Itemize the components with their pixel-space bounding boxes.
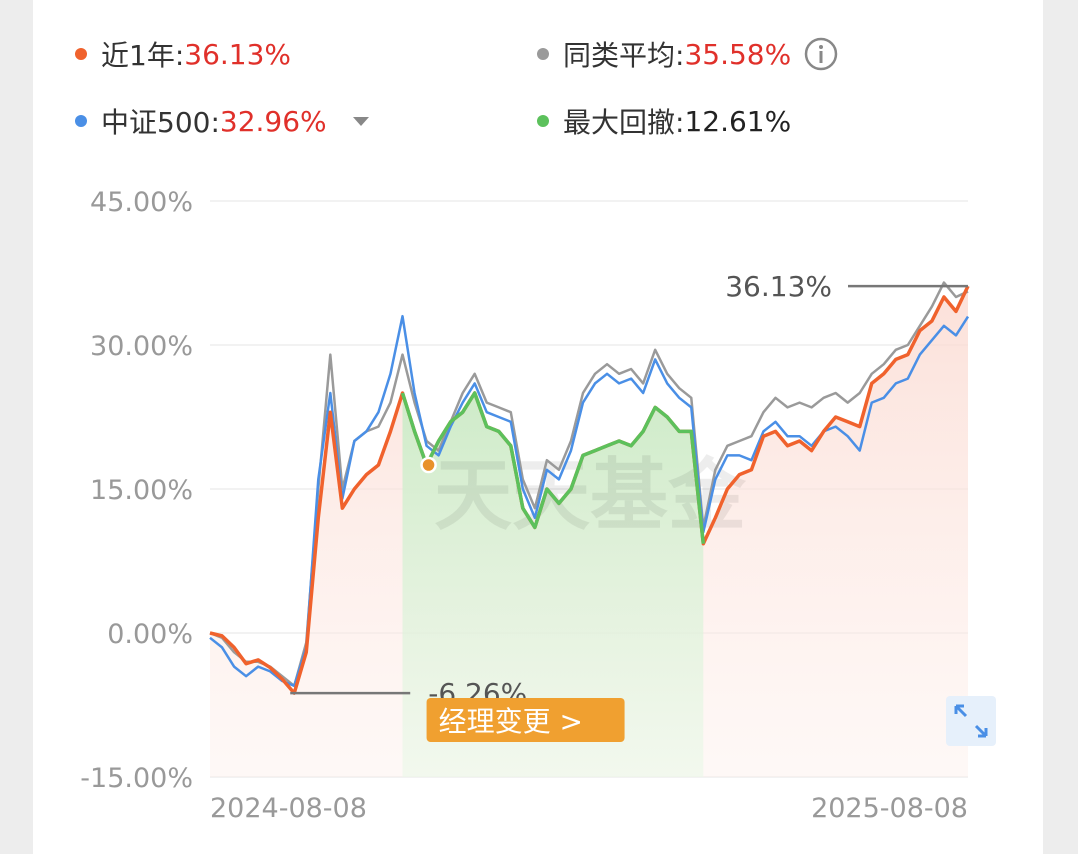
legend-item[interactable]: 中证500: 32.96%: [75, 101, 381, 141]
legend-value: 12.61%: [684, 104, 792, 138]
legend-name: 中证500:: [101, 106, 220, 139]
dropdown-icon[interactable]: [341, 111, 381, 131]
legend-item[interactable]: 最大回撤: 12.61%: [537, 101, 791, 141]
manager-button[interactable]: 经理变更 >: [426, 698, 625, 742]
expand-button[interactable]: [946, 696, 996, 746]
legend-item[interactable]: 近1年: 36.13%: [75, 34, 291, 74]
manager-dot: [420, 456, 437, 474]
legend-dot: [537, 115, 549, 127]
y-tick-label: 0.00%: [107, 619, 193, 650]
legend-dot: [537, 48, 549, 60]
legend-value: 36.13%: [184, 37, 292, 71]
legend-value: 35.58%: [684, 37, 792, 71]
legend-value: 32.96%: [219, 104, 327, 138]
y-tick-label: 30.00%: [90, 331, 193, 362]
series-line: [400, 391, 706, 544]
max-label: 36.13%: [725, 270, 832, 303]
info-icon[interactable]: [803, 36, 839, 72]
x-tick-label: 2025-08-08: [811, 793, 968, 824]
legend-name: 最大回撤:: [563, 106, 685, 139]
series-line: [209, 281, 969, 688]
x-tick-label: 2024-08-08: [210, 793, 367, 824]
legend: 近1年: 36.13% 同类平均: 35.58% 中证500: 32.96% 最大回撤…: [0, 0, 1078, 170]
legend-dot: [75, 115, 87, 127]
y-tick-label: -15.00%: [80, 763, 193, 794]
manager-button-bg: [426, 698, 625, 742]
y-tick-label: 15.00%: [90, 475, 193, 506]
legend-name: 同类平均:: [563, 39, 685, 72]
legend-name: 近1年:: [101, 39, 185, 72]
legend-item[interactable]: 同类平均: 35.58%: [537, 34, 839, 74]
manager-button-label: 经理变更 >: [439, 705, 583, 738]
area-fill: [402, 393, 704, 777]
y-tick-label: 45.00%: [90, 187, 193, 218]
legend-dot: [75, 48, 87, 60]
series-line: [209, 314, 970, 688]
